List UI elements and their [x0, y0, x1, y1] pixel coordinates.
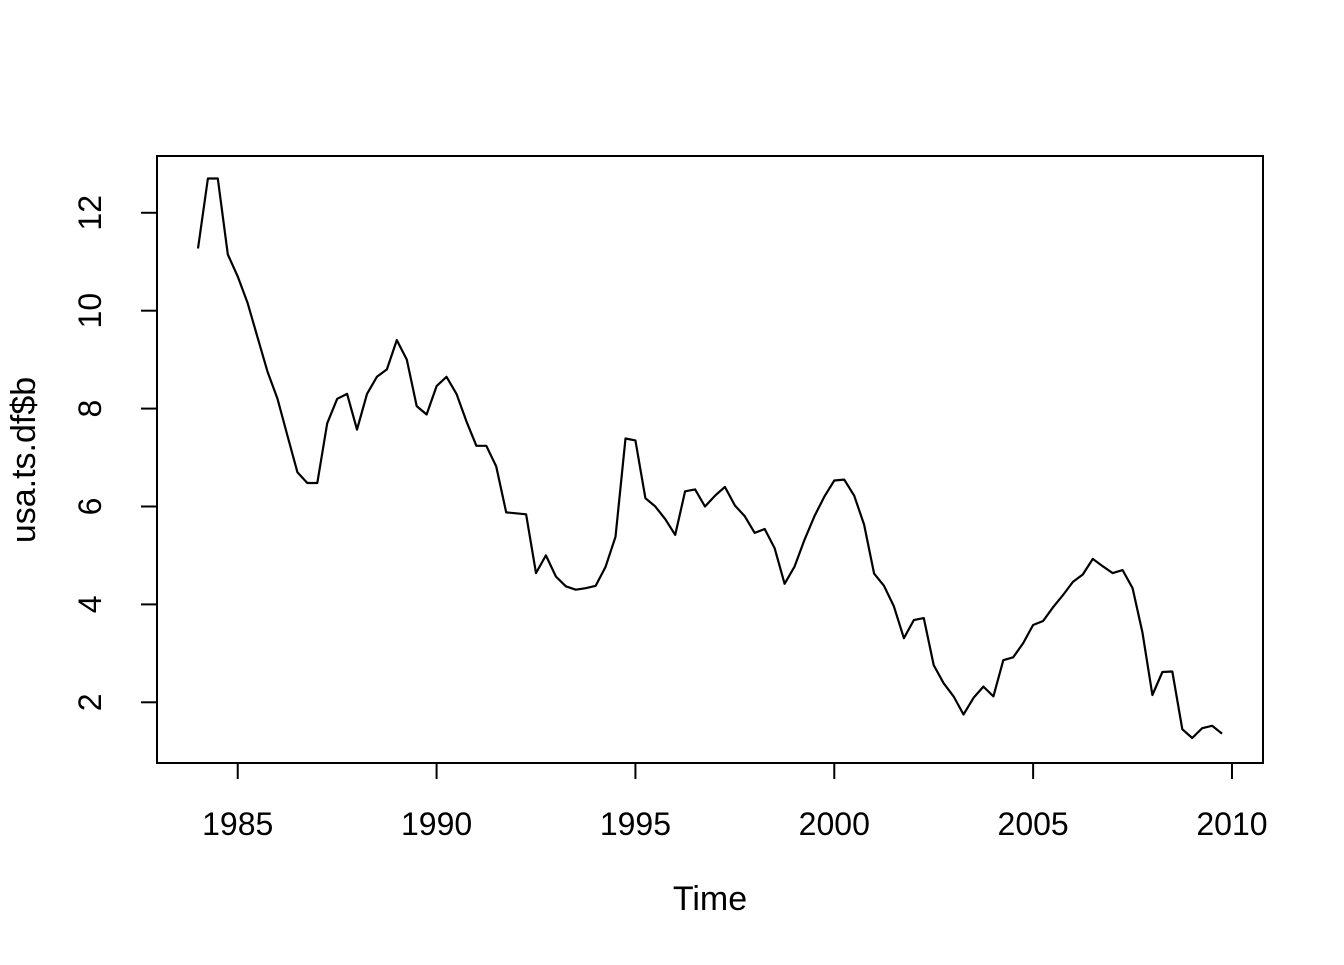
x-tick-label: 2005 [998, 806, 1069, 842]
x-tick-label: 1990 [401, 806, 472, 842]
series-line [196, 177, 1223, 740]
y-axis-tick-labels: 2 4 6 8 10 12 [72, 195, 108, 711]
y-tick-label: 10 [72, 293, 108, 329]
y-tick-label: 6 [72, 498, 108, 516]
x-tick-label: 1985 [202, 806, 273, 842]
plot-box [156, 155, 1264, 764]
y-tick-label: 12 [72, 195, 108, 231]
y-axis-ticks [141, 211, 157, 704]
x-tick-label: 2010 [1196, 806, 1267, 842]
x-tick-label: 2000 [799, 806, 870, 842]
y-tick-label: 8 [72, 400, 108, 418]
x-axis-tick-labels: 1985 1990 1995 2000 2005 2010 [202, 806, 1267, 842]
y-axis-title: usa.ts.df$b [5, 377, 43, 543]
x-tick-label: 1995 [600, 806, 671, 842]
x-axis-ticks [236, 763, 1233, 779]
y-tick-label: 4 [72, 595, 108, 613]
x-axis-title: Time [673, 880, 747, 918]
y-tick-label: 2 [72, 693, 108, 711]
